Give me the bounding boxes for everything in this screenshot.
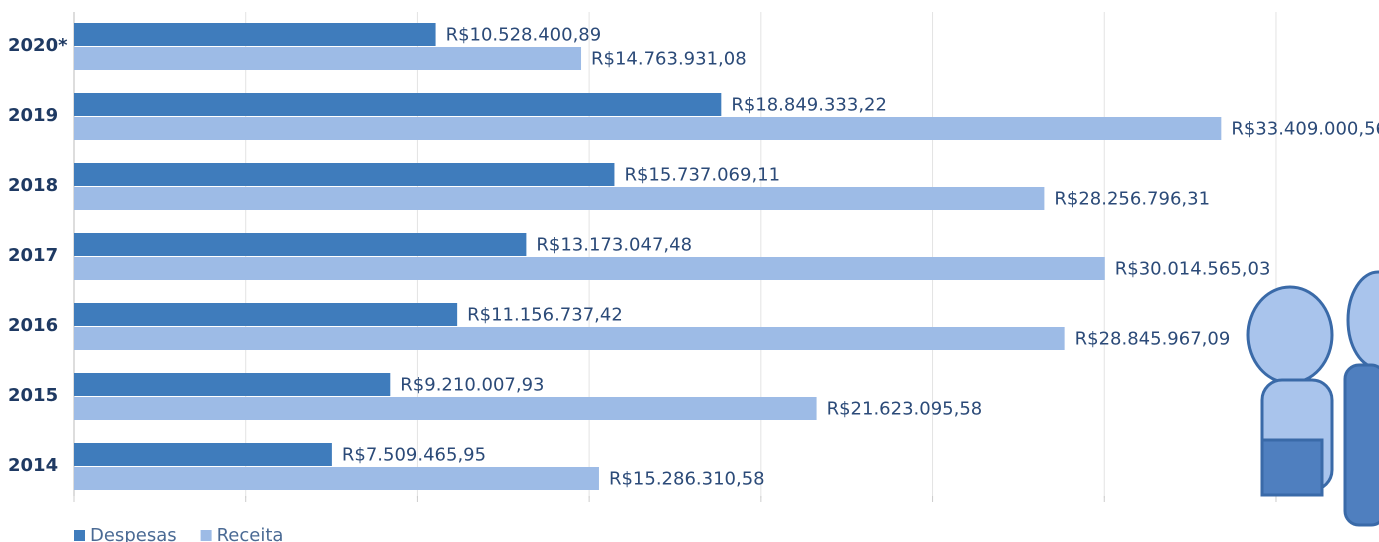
category-label: 2017 bbox=[8, 245, 58, 266]
bar bbox=[74, 397, 817, 420]
category-label: 2019 bbox=[8, 105, 58, 126]
value-label: R$30.014.565,03 bbox=[1115, 259, 1271, 280]
value-label: R$33.409.000,56 bbox=[1231, 119, 1379, 140]
value-label: R$18.849.333,22 bbox=[731, 95, 887, 116]
value-label: R$13.173.047,48 bbox=[536, 235, 692, 256]
bar bbox=[74, 257, 1105, 280]
bar bbox=[74, 443, 332, 466]
legend-swatch bbox=[201, 530, 212, 541]
value-label: R$15.286.310,58 bbox=[609, 469, 765, 490]
value-label: R$21.623.095,58 bbox=[827, 399, 983, 420]
value-label: R$7.509.465,95 bbox=[342, 445, 486, 466]
value-label: R$10.528.400,89 bbox=[446, 25, 602, 46]
value-label: R$9.210.007,93 bbox=[400, 375, 544, 396]
category-label: 2016 bbox=[8, 315, 58, 336]
legend-label: Receita bbox=[217, 525, 284, 542]
category-label: 2020* bbox=[8, 35, 68, 56]
value-label: R$14.763.931,08 bbox=[591, 49, 747, 70]
bar bbox=[74, 117, 1221, 140]
legend-swatch bbox=[74, 530, 85, 541]
legend-label: Despesas bbox=[90, 525, 177, 542]
category-label: 2015 bbox=[8, 385, 58, 406]
illustration bbox=[1248, 272, 1379, 525]
bar bbox=[74, 93, 721, 116]
value-label: R$15.737.069,11 bbox=[624, 165, 780, 186]
value-label: R$11.156.737,42 bbox=[467, 305, 623, 326]
plot: 2020* R$10.528.400,89 R$14.763.931,08 2019 R… bbox=[8, 12, 1379, 542]
category-label: 2014 bbox=[8, 455, 58, 476]
bar bbox=[74, 233, 526, 256]
bar bbox=[74, 303, 457, 326]
bar bbox=[74, 373, 390, 396]
category-label: 2018 bbox=[8, 175, 58, 196]
value-label: R$28.845.967,09 bbox=[1075, 329, 1231, 350]
bar bbox=[74, 47, 581, 70]
bar bbox=[74, 467, 599, 490]
bar bbox=[74, 327, 1065, 350]
value-label: R$28.256.796,31 bbox=[1054, 189, 1210, 210]
chart: 2020* R$10.528.400,89 R$14.763.931,08 2019 R… bbox=[0, 0, 1379, 542]
bar bbox=[74, 187, 1044, 210]
bar bbox=[74, 163, 614, 186]
bar bbox=[74, 23, 436, 46]
